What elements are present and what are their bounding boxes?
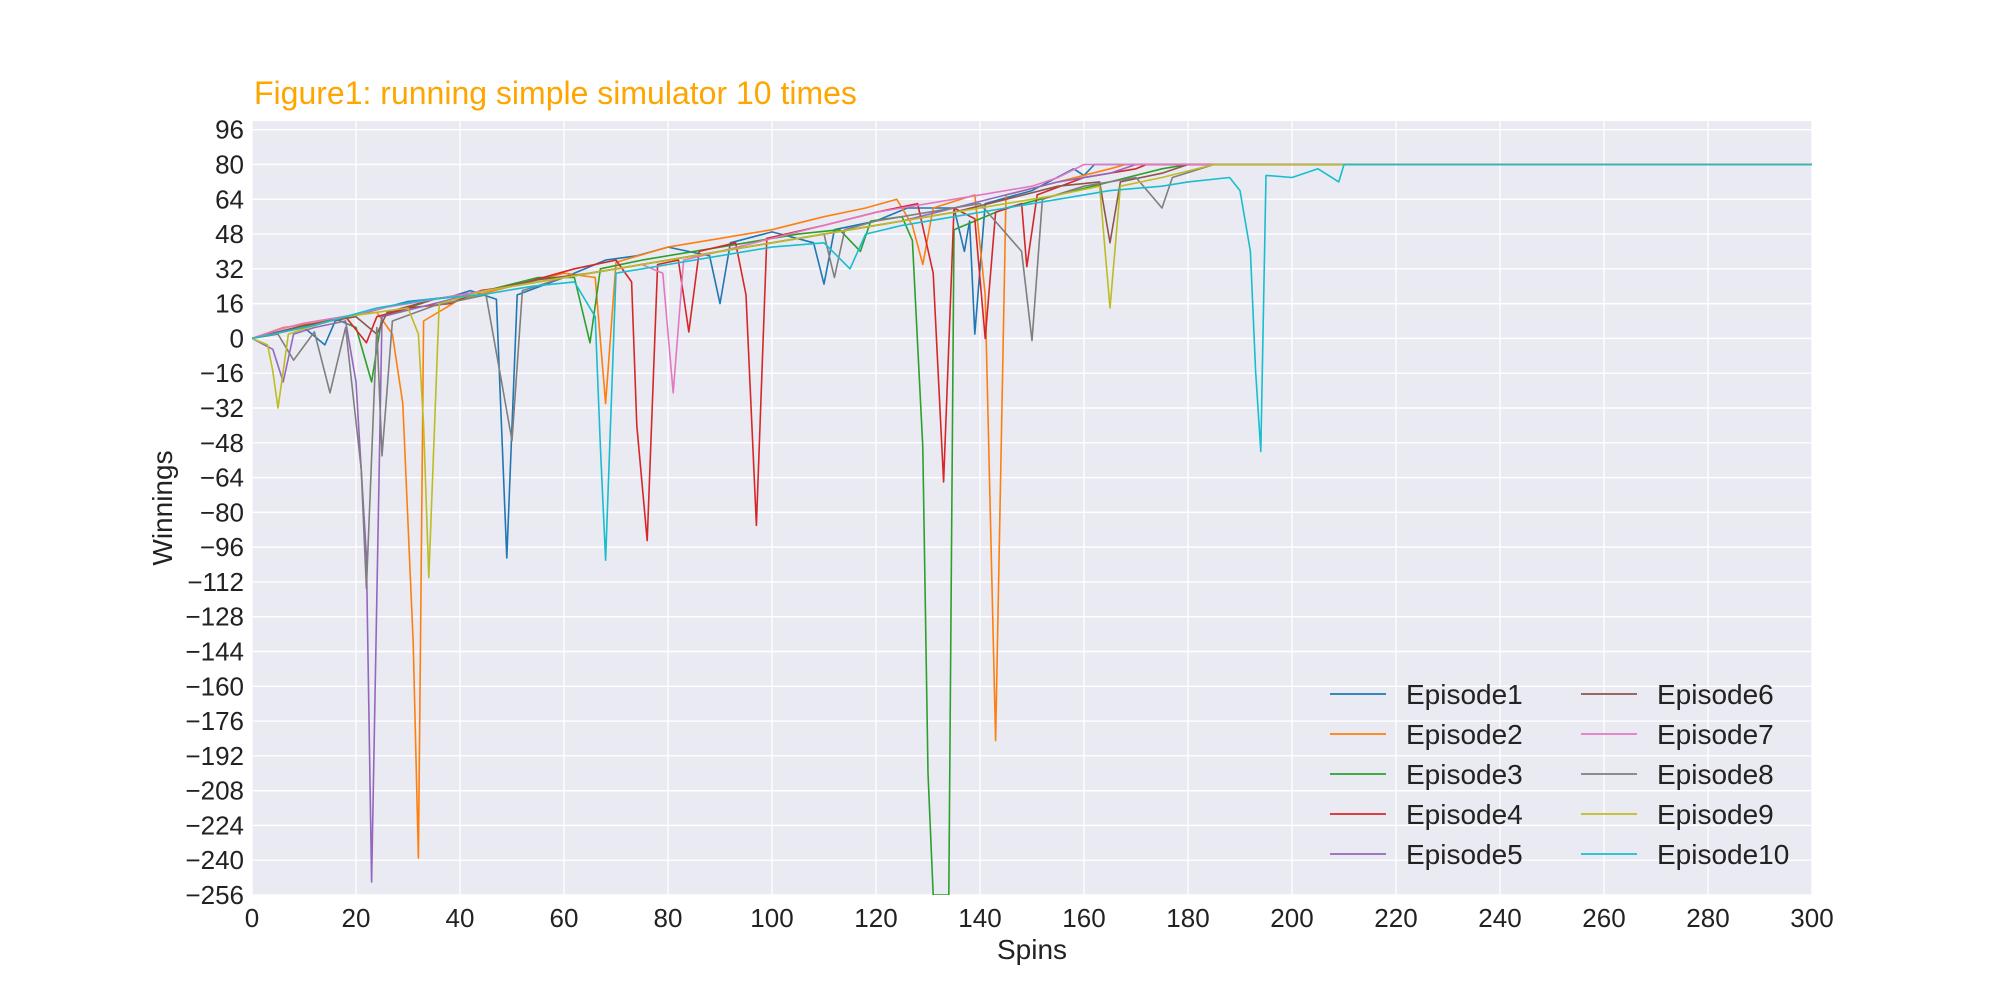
legend-item-episode7: Episode7	[1581, 719, 1774, 750]
x-tick-label: 200	[1270, 903, 1313, 933]
y-tick-label: −192	[185, 741, 244, 771]
y-axis-label: Winnings	[147, 450, 178, 565]
x-tick-label: 0	[245, 903, 259, 933]
y-tick-label: −208	[185, 776, 244, 806]
y-tick-label: −176	[185, 706, 244, 736]
y-tick-label: −224	[185, 810, 244, 840]
x-tick-label: 140	[958, 903, 1001, 933]
x-tick-label: 180	[1166, 903, 1209, 933]
legend-item-episode8: Episode8	[1581, 759, 1774, 790]
legend-item-episode6: Episode6	[1581, 679, 1774, 710]
x-tick-label: 160	[1062, 903, 1105, 933]
x-tick-label: 100	[750, 903, 793, 933]
legend-label: Episode9	[1657, 799, 1774, 830]
x-tick-label: 240	[1478, 903, 1521, 933]
y-tick-label: −16	[200, 358, 244, 388]
legend-label: Episode2	[1406, 719, 1523, 750]
series-line-episode10	[252, 163, 1812, 561]
grid-lines	[251, 121, 1813, 896]
legend-label: Episode6	[1657, 679, 1774, 710]
x-tick-label: 280	[1686, 903, 1729, 933]
legend-label: Episode10	[1657, 839, 1789, 870]
legend-item-episode2: Episode2	[1330, 719, 1523, 750]
y-tick-label: 32	[215, 254, 244, 284]
legend-item-episode1: Episode1	[1330, 679, 1523, 710]
y-tick-label: 16	[215, 289, 244, 319]
x-tick-label: 80	[654, 903, 683, 933]
y-tick-label: −32	[200, 393, 244, 423]
tick-labels: 0 20 40 60 80 100 120 140 160 180 200 220 240 260 280 3…	[185, 115, 1833, 933]
legend-label: Episode8	[1657, 759, 1774, 790]
x-tick-label: 60	[550, 903, 579, 933]
legend-label: Episode7	[1657, 719, 1774, 750]
plot-background	[252, 121, 1812, 895]
legend-label: Episode3	[1406, 759, 1523, 790]
y-tick-label: −80	[200, 497, 244, 527]
x-tick-label: 40	[446, 903, 475, 933]
y-tick-label: −160	[185, 671, 244, 701]
x-tick-label: 20	[342, 903, 371, 933]
y-tick-label: −112	[187, 567, 244, 597]
y-tick-label: −144	[185, 636, 244, 666]
legend-label: Episode5	[1406, 839, 1523, 870]
legend-label: Episode1	[1406, 679, 1523, 710]
chart-title: Figure1: running simple simulator 10 tim…	[254, 75, 857, 111]
y-tick-label: −96	[200, 532, 244, 562]
legend-label: Episode4	[1406, 799, 1523, 830]
legend-item-episode3: Episode3	[1330, 759, 1523, 790]
x-axis-label: Spins	[997, 934, 1067, 965]
y-tick-label: 48	[215, 219, 244, 249]
legend-item-episode5: Episode5	[1330, 839, 1523, 870]
series-line-episode2	[252, 163, 1812, 859]
x-tick-label: 300	[1790, 903, 1833, 933]
y-tick-label: −48	[200, 428, 244, 458]
y-tick-label: −240	[185, 845, 244, 875]
series-lines	[252, 163, 1812, 895]
legend-item-episode9: Episode9	[1581, 799, 1774, 830]
x-tick-label: 260	[1582, 903, 1625, 933]
y-tick-label: 80	[215, 149, 244, 179]
x-tick-label: 220	[1374, 903, 1417, 933]
x-tick-label: 120	[854, 903, 897, 933]
legend-item-episode10: Episode10	[1581, 839, 1789, 870]
legend-item-episode4: Episode4	[1330, 799, 1523, 830]
y-tick-label: 96	[215, 115, 244, 145]
y-tick-label: 64	[215, 184, 244, 214]
y-tick-label: −128	[185, 602, 244, 632]
y-tick-label: 0	[230, 323, 244, 353]
y-tick-label: −256	[185, 880, 244, 910]
y-tick-label: −64	[200, 463, 244, 493]
legend: Episode1 Episode2 Episode3 Episode4 Episode5…	[1330, 679, 1789, 870]
